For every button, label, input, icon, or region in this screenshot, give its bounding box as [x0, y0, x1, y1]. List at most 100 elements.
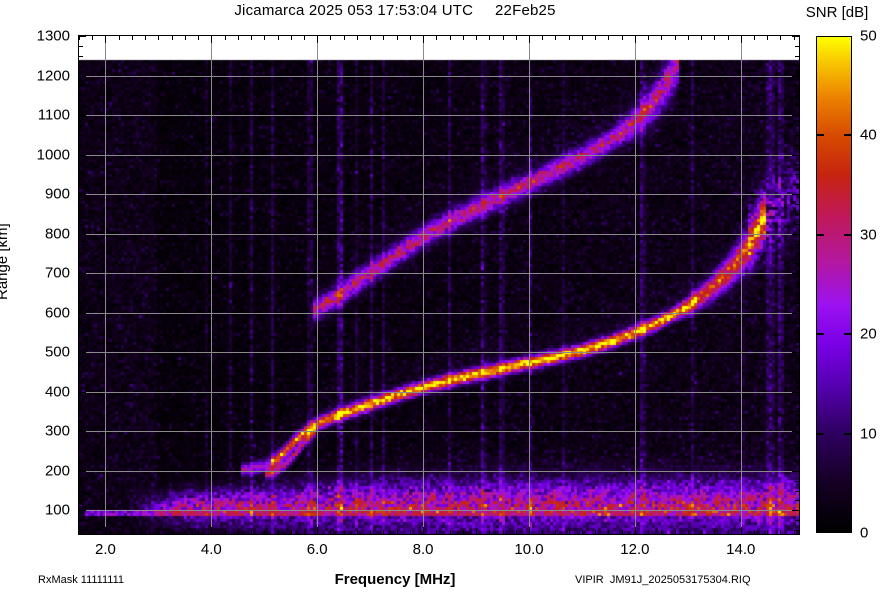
x-tick-minor-top — [383, 36, 384, 40]
x-tick-minor — [304, 530, 305, 534]
y-tick-minor-right — [795, 66, 799, 67]
x-axis-tick-label: 4.0 — [200, 541, 222, 558]
x-tick-minor-top — [741, 36, 742, 40]
x-tick-minor — [714, 530, 715, 534]
x-tick-minor-top — [357, 36, 358, 40]
x-tick-minor — [450, 530, 451, 534]
y-tick-minor — [79, 214, 83, 215]
x-tick-minor — [132, 530, 133, 534]
x-tick-minor — [225, 530, 226, 534]
y-tick-minor-right — [795, 303, 799, 304]
y-tick-minor — [79, 263, 83, 264]
x-tick-minor — [119, 530, 120, 534]
x-tick-minor — [436, 530, 437, 534]
y-tick-minor-right — [795, 273, 799, 274]
y-tick-minor — [79, 273, 83, 274]
ionogram-heatmap-canvas — [79, 36, 799, 534]
y-tick-minor — [79, 471, 83, 472]
x-tick-minor — [489, 530, 490, 534]
x-tick-minor — [172, 530, 173, 534]
x-tick-minor — [264, 530, 265, 534]
y-axis-tick-label: 1000 — [36, 146, 70, 164]
source-file-label: VIPIR JM91J_2025053175304.RIQ — [575, 574, 751, 586]
y-axis-title: Range [km] — [0, 223, 11, 300]
x-tick-minor-top — [728, 36, 729, 40]
y-tick-minor — [79, 461, 83, 462]
y-tick-minor — [79, 115, 83, 116]
x-tick-minor-top — [608, 36, 609, 40]
y-tick-minor — [79, 372, 83, 373]
y-axis-tick-label: 300 — [44, 422, 70, 440]
x-tick-minor — [794, 530, 795, 534]
x-tick-minor-top — [622, 36, 623, 40]
y-tick-minor — [79, 66, 83, 67]
y-tick-minor-right — [795, 451, 799, 452]
x-axis-tick-label: 8.0 — [412, 541, 434, 558]
y-tick-minor-right — [795, 392, 799, 393]
y-tick-minor — [79, 46, 83, 47]
y-tick-minor-right — [795, 85, 799, 86]
x-tick-minor-top — [635, 36, 636, 40]
x-tick-minor-top — [291, 36, 292, 40]
y-tick-minor — [79, 332, 83, 333]
y-tick-minor — [79, 244, 83, 245]
y-tick-minor — [79, 85, 83, 86]
y-tick-minor — [79, 431, 83, 432]
x-tick-minor — [767, 530, 768, 534]
x-tick-minor — [688, 530, 689, 534]
x-tick-minor — [357, 530, 358, 534]
x-tick-minor — [317, 530, 318, 534]
y-tick-minor-right — [795, 253, 799, 254]
y-tick-minor — [79, 145, 83, 146]
x-tick-minor — [516, 530, 517, 534]
y-tick-minor-right — [795, 105, 799, 106]
x-tick-minor — [158, 530, 159, 534]
y-tick-minor — [79, 293, 83, 294]
y-tick-minor — [79, 510, 83, 511]
x-tick-minor — [476, 530, 477, 534]
y-axis-tick-label: 1200 — [36, 67, 70, 85]
y-tick-minor — [79, 204, 83, 205]
x-tick-minor-top — [317, 36, 318, 40]
x-tick-minor-top — [79, 36, 80, 40]
y-axis-tick-label: 100 — [44, 501, 70, 519]
x-tick-minor-top — [767, 36, 768, 40]
ionogram-canvas-wrap — [79, 36, 799, 534]
y-axis-tick-label: 200 — [44, 462, 70, 480]
y-tick-minor — [79, 451, 83, 452]
x-tick-minor — [278, 530, 279, 534]
x-tick-minor-top — [198, 36, 199, 40]
x-tick-minor — [370, 530, 371, 534]
y-tick-minor — [79, 411, 83, 412]
colorbar — [816, 36, 852, 533]
y-tick-minor-right — [795, 313, 799, 314]
x-tick-minor-top — [529, 36, 530, 40]
x-tick-minor — [728, 530, 729, 534]
x-tick-minor-top — [463, 36, 464, 40]
x-tick-minor-top — [211, 36, 212, 40]
x-tick-minor — [344, 530, 345, 534]
x-tick-minor-top — [780, 36, 781, 40]
x-tick-minor-top — [92, 36, 93, 40]
x-tick-minor-top — [582, 36, 583, 40]
y-tick-minor-right — [795, 491, 799, 492]
y-tick-minor-right — [795, 530, 799, 531]
colorbar-tick — [844, 432, 851, 435]
x-tick-minor — [622, 530, 623, 534]
y-tick-minor-right — [795, 244, 799, 245]
y-axis-tick-label: 600 — [44, 304, 70, 322]
colorbar-tick-label: 40 — [860, 126, 877, 144]
y-tick-minor-right — [795, 332, 799, 333]
y-tick-minor-right — [795, 283, 799, 284]
x-tick-minor — [569, 530, 570, 534]
x-tick-minor — [608, 530, 609, 534]
x-tick-minor-top — [688, 36, 689, 40]
y-tick-minor-right — [795, 214, 799, 215]
y-tick-minor — [79, 323, 83, 324]
y-tick-minor — [79, 500, 83, 501]
y-tick-minor-right — [795, 431, 799, 432]
x-tick-minor — [503, 530, 504, 534]
y-tick-minor-right — [795, 115, 799, 116]
colorbar-tick-label: 50 — [860, 27, 877, 45]
y-tick-minor-right — [795, 95, 799, 96]
